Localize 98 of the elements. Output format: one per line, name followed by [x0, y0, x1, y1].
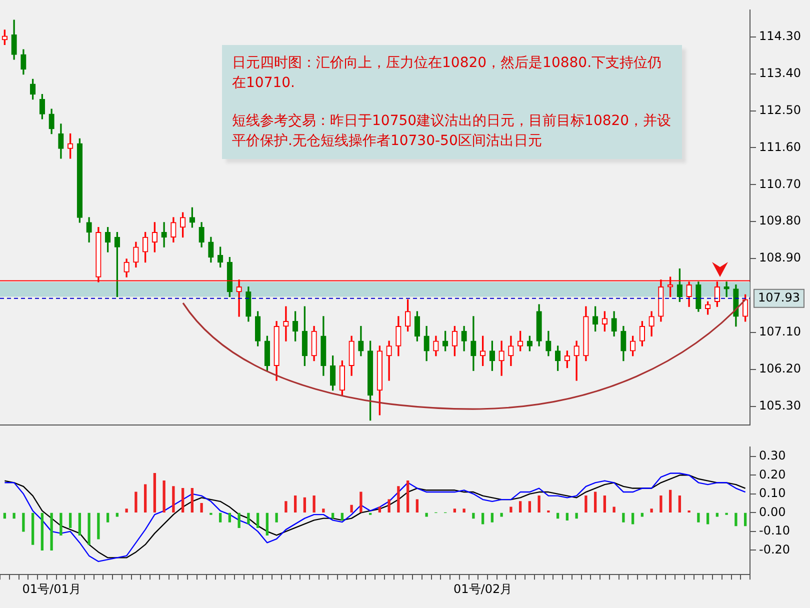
bar [78, 512, 82, 536]
bar [12, 512, 16, 519]
bar [668, 490, 672, 513]
bar [50, 512, 53, 551]
bar [425, 512, 428, 517]
bar [312, 495, 316, 513]
bar [744, 512, 747, 526]
bar [510, 506, 512, 513]
x-tick-label: 01号/02月 [454, 582, 512, 596]
candlestick [386, 340, 392, 381]
y-tick-label: 0.10 [759, 486, 786, 500]
bar [388, 499, 390, 513]
bar [566, 512, 569, 521]
bar [481, 512, 484, 524]
bar [612, 506, 616, 513]
bar [378, 506, 382, 513]
candlestick [161, 222, 167, 248]
bar [144, 484, 147, 513]
y-tick-label: 106.20 [759, 362, 801, 376]
bar [538, 495, 540, 513]
bar [238, 512, 240, 528]
bar [134, 492, 138, 513]
bar [294, 495, 297, 513]
bar [518, 501, 522, 513]
bar [60, 512, 62, 536]
bar [472, 512, 475, 519]
y-tick-label: 114.30 [759, 29, 801, 44]
bar [500, 512, 503, 517]
bar [397, 486, 400, 513]
bar [406, 480, 410, 513]
bar [116, 512, 119, 517]
bar [162, 480, 166, 513]
bar [697, 512, 700, 522]
bar [284, 501, 288, 513]
bar [88, 512, 90, 545]
annotation: 日元四时图：汇价向上，压力位在10820，然后是10880.下支持位仍在10710. [232, 54, 663, 93]
bar [97, 512, 100, 540]
bar [603, 495, 606, 513]
bar [40, 512, 44, 551]
bar [660, 495, 662, 513]
bar [584, 495, 588, 513]
bar [547, 510, 550, 513]
y-tick-label: 110.70 [759, 176, 801, 191]
bar [303, 497, 306, 513]
bar [416, 499, 419, 513]
bar [218, 512, 222, 522]
bar [528, 501, 532, 513]
annotation: 短线参考交易：昨日于10750建议沽出的日元，目前目标10820，并设平价保护.无仓短线操作者10730-50区间沽出日元 [232, 112, 672, 151]
bar [640, 512, 644, 517]
bar [650, 508, 653, 513]
y-tick-label: -0.10 [759, 524, 790, 538]
ref-line-label: 107.93 [758, 290, 800, 304]
bar [190, 488, 194, 513]
bar [706, 512, 710, 524]
y-tick-label: 0.00 [759, 504, 786, 519]
bar [228, 512, 232, 522]
y-tick-label: -0.20 [759, 542, 790, 556]
candlestick [574, 340, 580, 381]
bar [594, 492, 597, 513]
bar [247, 512, 250, 524]
bar [106, 512, 110, 522]
x-tick-label: 01号/01月 [22, 582, 81, 596]
bar [734, 512, 738, 526]
bar [490, 512, 494, 522]
bar [181, 488, 184, 513]
bar [275, 512, 278, 522]
candlestick [283, 306, 289, 342]
bar [350, 504, 353, 513]
y-tick-label: 108.90 [759, 250, 801, 265]
bar [575, 512, 578, 519]
bar [256, 512, 260, 528]
bar [360, 492, 362, 513]
bar [31, 512, 34, 545]
y-tick-label: 0.30 [759, 448, 786, 463]
bar [125, 508, 128, 513]
bar [340, 512, 344, 521]
bar [266, 512, 269, 536]
candlestick [724, 282, 730, 298]
bar [68, 512, 72, 528]
y-tick-label: 109.80 [759, 214, 801, 228]
bar [716, 512, 719, 517]
bar [678, 495, 682, 513]
y-tick-label: 107.10 [759, 324, 801, 339]
bar [462, 508, 466, 513]
bar [172, 486, 175, 513]
y-tick-label: 111.60 [759, 140, 801, 154]
bar [200, 502, 203, 513]
bar [453, 508, 456, 513]
bar [631, 512, 634, 524]
bar [153, 472, 156, 513]
bar [622, 512, 625, 522]
y-tick-label: 112.50 [759, 102, 801, 117]
y-tick-label: 105.30 [759, 398, 801, 412]
bar [322, 508, 325, 513]
bar [688, 510, 690, 513]
bar [22, 512, 25, 532]
y-tick-label: 113.40 [759, 66, 801, 80]
y-tick-label: 0.20 [759, 467, 786, 482]
